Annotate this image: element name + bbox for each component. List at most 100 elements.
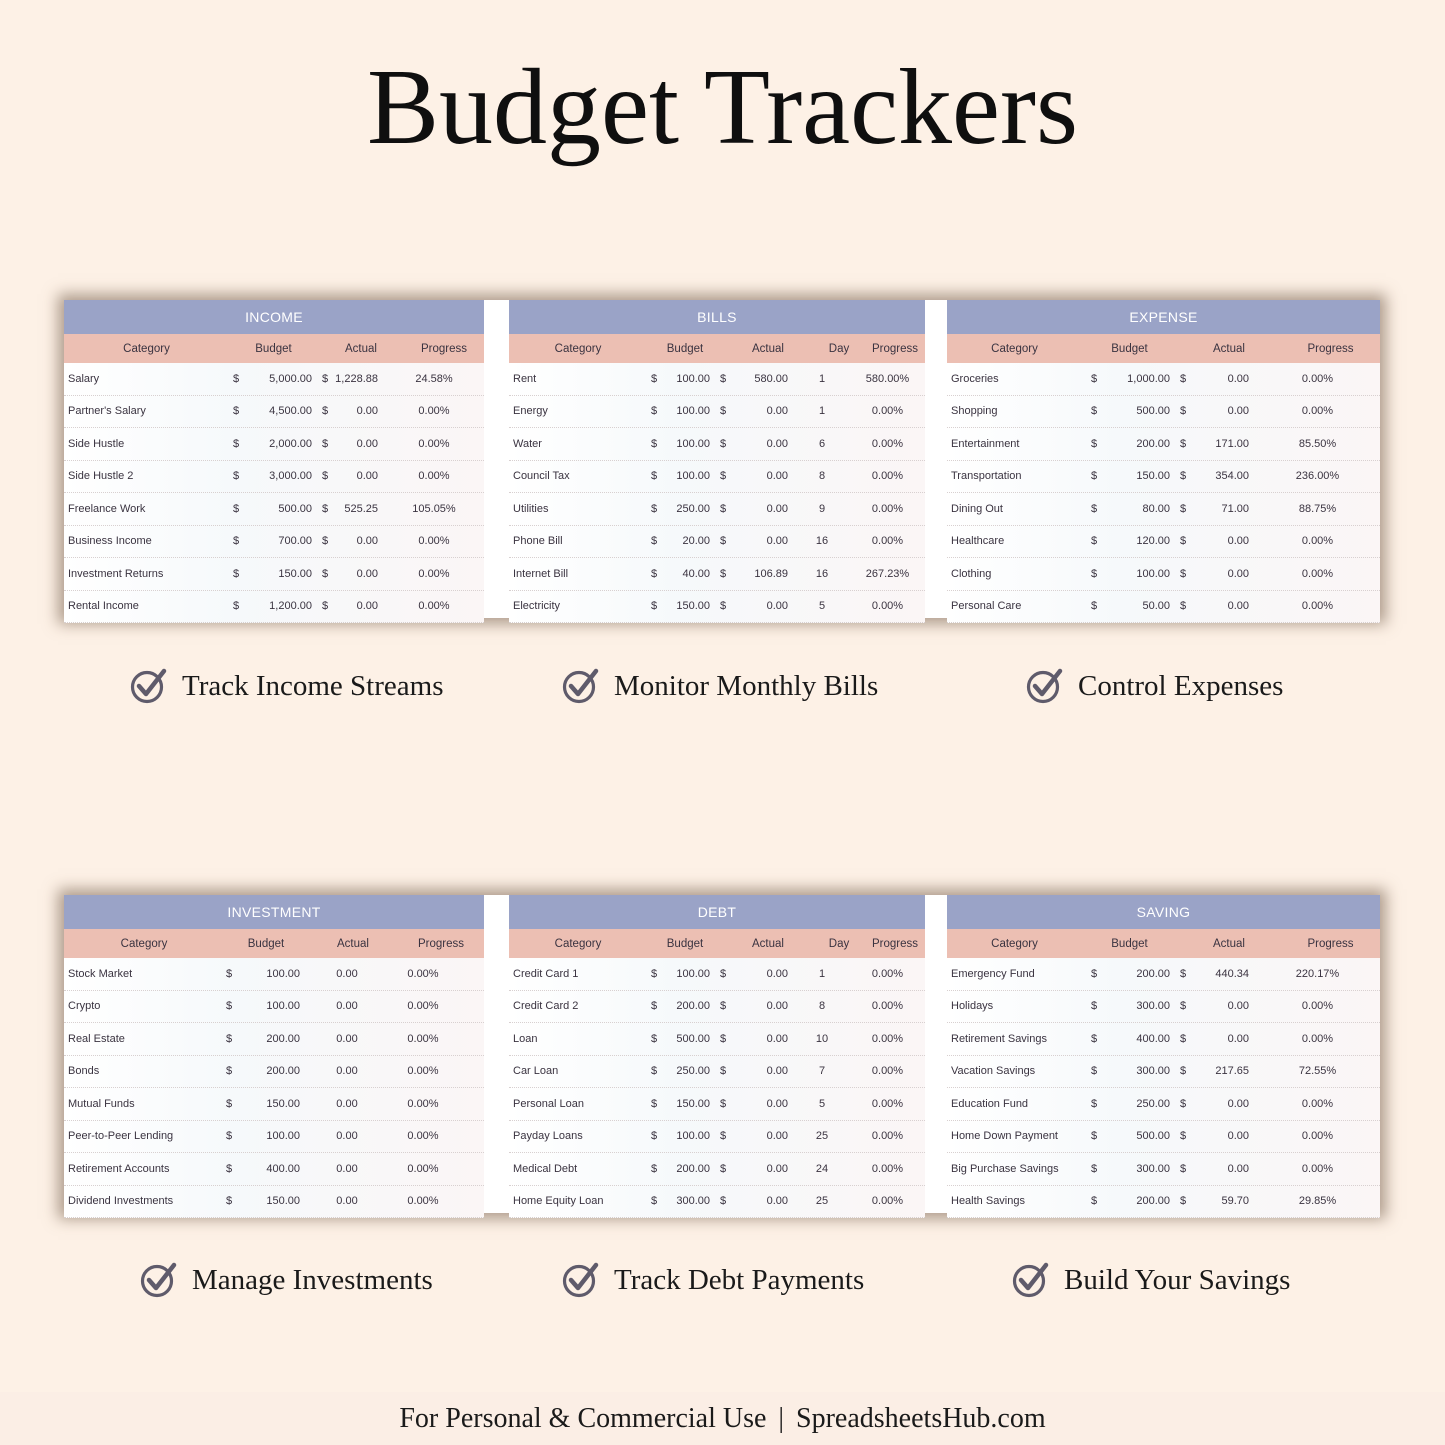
budget-cell[interactable]: 500.00 (1136, 405, 1170, 418)
budget-cell[interactable]: 80.00 (1142, 502, 1170, 515)
day-cell[interactable]: 8 (818, 1000, 826, 1013)
budget-cell[interactable]: 100.00 (676, 967, 710, 980)
actual-cell[interactable]: 0.00 (766, 470, 788, 483)
category-cell[interactable]: Medical Debt (513, 1162, 578, 1175)
budget-cell[interactable]: 500.00 (278, 502, 312, 515)
actual-cell[interactable]: 0.00 (1227, 1000, 1249, 1013)
actual-cell[interactable]: 0.00 (356, 567, 378, 580)
actual-cell[interactable]: 0.00 (1227, 535, 1249, 548)
category-cell[interactable]: Business Income (68, 535, 152, 548)
budget-cell[interactable]: 150.00 (266, 1195, 300, 1208)
actual-cell[interactable]: 0.00 (766, 1130, 788, 1143)
actual-cell[interactable]: 0.00 (336, 1162, 358, 1175)
actual-cell[interactable]: 171.00 (1215, 437, 1249, 450)
day-cell[interactable]: 24 (815, 1162, 829, 1175)
budget-cell[interactable]: 40.00 (682, 567, 710, 580)
budget-cell[interactable]: 150.00 (1136, 470, 1170, 483)
category-cell[interactable]: Side Hustle (68, 437, 125, 450)
actual-cell[interactable]: 0.00 (766, 502, 788, 515)
category-cell[interactable]: Stock Market (68, 967, 133, 980)
category-cell[interactable]: Emergency Fund (951, 967, 1035, 980)
budget-cell[interactable]: 20.00 (682, 535, 710, 548)
actual-cell[interactable]: 0.00 (766, 1195, 788, 1208)
actual-cell[interactable]: 0.00 (1227, 567, 1249, 580)
category-cell[interactable]: Credit Card 1 (513, 967, 579, 980)
category-cell[interactable]: Partner's Salary (68, 405, 146, 418)
budget-cell[interactable]: 200.00 (266, 1032, 300, 1045)
budget-cell[interactable]: 2,000.00 (269, 437, 312, 450)
actual-cell[interactable]: 0.00 (336, 1130, 358, 1143)
category-cell[interactable]: Crypto (68, 1000, 101, 1013)
category-cell[interactable]: Salary (68, 372, 100, 385)
category-cell[interactable]: Phone Bill (513, 535, 563, 548)
actual-cell[interactable]: 0.00 (356, 600, 378, 613)
day-cell[interactable]: 1 (818, 405, 826, 418)
category-cell[interactable]: Dining Out (951, 502, 1003, 515)
day-cell[interactable]: 1 (818, 967, 826, 980)
budget-cell[interactable]: 100.00 (676, 437, 710, 450)
category-cell[interactable]: Water (513, 437, 542, 450)
category-cell[interactable]: Home Equity Loan (513, 1195, 604, 1208)
budget-cell[interactable]: 1,200.00 (269, 600, 312, 613)
budget-cell[interactable]: 150.00 (676, 600, 710, 613)
budget-cell[interactable]: 500.00 (676, 1032, 710, 1045)
category-cell[interactable]: Bonds (68, 1065, 100, 1078)
day-cell[interactable]: 1 (818, 372, 826, 385)
day-cell[interactable]: 25 (815, 1195, 829, 1208)
budget-cell[interactable]: 200.00 (1136, 967, 1170, 980)
budget-cell[interactable]: 150.00 (676, 1097, 710, 1110)
category-cell[interactable]: Health Savings (951, 1195, 1025, 1208)
actual-cell[interactable]: 0.00 (766, 405, 788, 418)
category-cell[interactable]: Credit Card 2 (513, 1000, 579, 1013)
actual-cell[interactable]: 71.00 (1221, 502, 1249, 515)
category-cell[interactable]: Vacation Savings (951, 1065, 1036, 1078)
budget-cell[interactable]: 300.00 (1136, 1000, 1170, 1013)
category-cell[interactable]: Healthcare (951, 535, 1005, 548)
day-cell[interactable]: 16 (815, 535, 829, 548)
day-cell[interactable]: 25 (815, 1130, 829, 1143)
day-cell[interactable]: 7 (818, 1065, 826, 1078)
category-cell[interactable]: Big Purchase Savings (951, 1162, 1059, 1175)
category-cell[interactable]: Freelance Work (68, 502, 146, 515)
day-cell[interactable]: 8 (818, 470, 826, 483)
category-cell[interactable]: Shopping (951, 405, 998, 418)
actual-cell[interactable]: 0.00 (1227, 372, 1249, 385)
budget-cell[interactable]: 100.00 (1136, 567, 1170, 580)
actual-cell[interactable]: 0.00 (336, 1097, 358, 1110)
budget-cell[interactable]: 400.00 (266, 1162, 300, 1175)
actual-cell[interactable]: 354.00 (1215, 470, 1249, 483)
budget-cell[interactable]: 250.00 (1136, 1097, 1170, 1110)
category-cell[interactable]: Real Estate (68, 1032, 125, 1045)
category-cell[interactable]: Internet Bill (513, 567, 569, 580)
actual-cell[interactable]: 0.00 (766, 1065, 788, 1078)
category-cell[interactable]: Car Loan (513, 1065, 559, 1078)
category-cell[interactable]: Personal Loan (513, 1097, 584, 1110)
budget-cell[interactable]: 100.00 (266, 1000, 300, 1013)
budget-cell[interactable]: 200.00 (676, 1000, 710, 1013)
actual-cell[interactable]: 0.00 (766, 535, 788, 548)
budget-cell[interactable]: 200.00 (1136, 1195, 1170, 1208)
actual-cell[interactable]: 106.89 (754, 567, 788, 580)
category-cell[interactable]: Home Down Payment (951, 1130, 1058, 1143)
actual-cell[interactable]: 0.00 (766, 1162, 788, 1175)
category-cell[interactable]: Side Hustle 2 (68, 470, 134, 483)
category-cell[interactable]: Clothing (951, 567, 992, 580)
day-cell[interactable]: 9 (818, 502, 826, 515)
actual-cell[interactable]: 0.00 (336, 1195, 358, 1208)
budget-cell[interactable]: 300.00 (676, 1195, 710, 1208)
category-cell[interactable]: Payday Loans (513, 1130, 583, 1143)
budget-cell[interactable]: 200.00 (266, 1065, 300, 1078)
category-cell[interactable]: Transportation (951, 470, 1022, 483)
actual-cell[interactable]: 59.70 (1221, 1195, 1249, 1208)
category-cell[interactable]: Loan (513, 1032, 538, 1045)
actual-cell[interactable]: 0.00 (336, 1065, 358, 1078)
budget-cell[interactable]: 5,000.00 (269, 372, 312, 385)
actual-cell[interactable]: 0.00 (336, 967, 358, 980)
budget-cell[interactable]: 1,000.00 (1127, 372, 1170, 385)
category-cell[interactable]: Holidays (951, 1000, 994, 1013)
category-cell[interactable]: Personal Care (951, 600, 1022, 613)
category-cell[interactable]: Mutual Funds (68, 1097, 135, 1110)
category-cell[interactable]: Rental Income (68, 600, 139, 613)
budget-cell[interactable]: 250.00 (676, 1065, 710, 1078)
actual-cell[interactable]: 0.00 (766, 1000, 788, 1013)
